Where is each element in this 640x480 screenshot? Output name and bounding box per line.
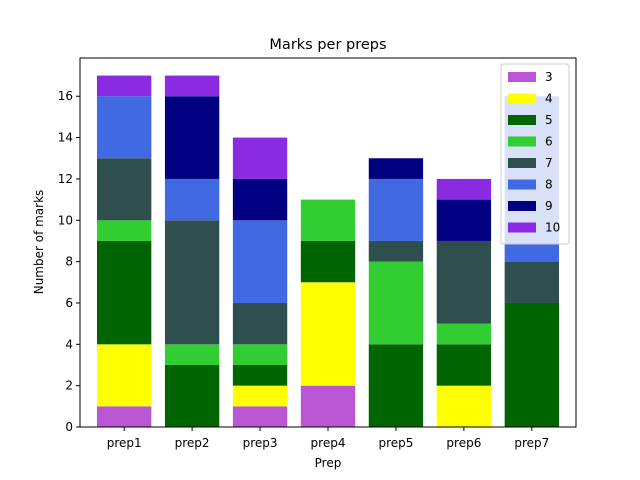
legend-box — [500, 63, 570, 245]
legend-label-8: 8 — [545, 178, 553, 192]
axes-group: 0 2 4 6 8 10 12 14 16 prep1 prep2 prep3 prep4 prep5 pr… — [58, 57, 577, 450]
legend-label-3: 3 — [545, 70, 553, 84]
bar-prep6-mark-9 — [436, 199, 492, 241]
legend-swatch-5 — [508, 115, 536, 125]
legend: 3 4 5 6 7 8 9 10 — [500, 63, 570, 245]
y-tick-label: 8 — [65, 255, 73, 269]
y-tick-label: 16 — [58, 89, 73, 103]
bar-prep6-mark-7 — [436, 240, 492, 324]
bar-prep2-mark-7 — [164, 220, 220, 345]
legend-label-6: 6 — [545, 135, 553, 149]
x-tick-label: prep1 — [107, 436, 142, 450]
legend-swatch-4 — [508, 93, 536, 104]
y-tick-label: 0 — [65, 420, 73, 434]
legend-swatch-8 — [508, 179, 536, 190]
bar-prep1-mark-6 — [96, 220, 152, 241]
x-tick-label: prep4 — [311, 436, 346, 450]
bar-prep1-mark-10 — [96, 75, 152, 97]
y-tick-label: 2 — [65, 379, 73, 393]
legend-label-7: 7 — [545, 156, 553, 170]
x-tick-label: prep7 — [514, 436, 549, 450]
legend-swatch-9 — [508, 201, 536, 211]
bar-prep1-mark-4 — [96, 344, 152, 407]
x-tick-label: prep6 — [446, 436, 481, 450]
bar-prep5-mark-5 — [368, 344, 424, 427]
bar-prep4-mark-4 — [300, 282, 356, 386]
legend-label-4: 4 — [545, 92, 553, 106]
legend-label-9: 9 — [545, 199, 553, 213]
y-tick-label: 10 — [58, 213, 73, 227]
legend-swatch-7 — [508, 158, 536, 168]
bar-prep2-mark-5 — [164, 364, 220, 427]
y-tick-label: 12 — [58, 172, 73, 186]
bar-prep3-mark-10 — [232, 137, 288, 179]
legend-swatch-6 — [508, 136, 536, 147]
bar-prep4-mark-5 — [300, 240, 356, 283]
bar-prep6-mark-6 — [436, 323, 492, 345]
legend-label-5: 5 — [545, 113, 553, 127]
bar-prep2-mark-6 — [164, 344, 220, 365]
legend-swatch-3 — [508, 72, 536, 82]
x-tick-label: prep3 — [243, 436, 278, 450]
y-axis-title: Number of marks — [32, 190, 46, 295]
bar-prep5-mark-9 — [368, 158, 424, 179]
bar-prep6-mark-4 — [436, 385, 492, 427]
y-tick-label: 14 — [58, 131, 73, 145]
bar-prep7-mark-5 — [504, 302, 560, 427]
bar-prep1-mark-5 — [96, 240, 152, 345]
legend-swatch-10 — [508, 222, 536, 233]
x-axis-title: Prep — [315, 456, 342, 470]
bar-prep7-mark-7 — [504, 261, 560, 303]
bar-prep5-mark-6 — [368, 261, 424, 345]
bar-prep2-mark-10 — [164, 75, 220, 97]
bars-group — [96, 75, 560, 427]
chart-title: Marks per preps — [269, 37, 386, 53]
bar-prep6-mark-10 — [436, 178, 492, 200]
bar-prep3-mark-6 — [232, 344, 288, 365]
bar-prep1-mark-8 — [96, 96, 152, 159]
bar-prep3-mark-8 — [232, 220, 288, 303]
bar-prep5-mark-7 — [368, 240, 424, 262]
y-tick-label: 4 — [65, 337, 73, 351]
bar-prep4-mark-3 — [300, 385, 356, 427]
bar-prep6-mark-5 — [436, 344, 492, 386]
bar-prep1-mark-7 — [96, 158, 152, 221]
bar-prep2-mark-9 — [164, 96, 220, 179]
x-tick-label: prep5 — [378, 436, 413, 450]
bar-prep3-mark-4 — [232, 385, 288, 407]
bar-prep3-mark-7 — [232, 302, 288, 345]
bar-prep2-mark-8 — [164, 178, 220, 221]
legend-label-10: 10 — [545, 221, 560, 235]
bar-prep3-mark-3 — [232, 406, 288, 427]
bar-prep1-mark-3 — [96, 406, 152, 427]
y-tick-label: 6 — [65, 296, 73, 310]
x-tick-label: prep2 — [175, 436, 210, 450]
bar-prep3-mark-5 — [232, 364, 288, 386]
bar-prep4-mark-6 — [300, 199, 356, 241]
bar-prep5-mark-8 — [368, 178, 424, 241]
bar-prep3-mark-9 — [232, 178, 288, 221]
